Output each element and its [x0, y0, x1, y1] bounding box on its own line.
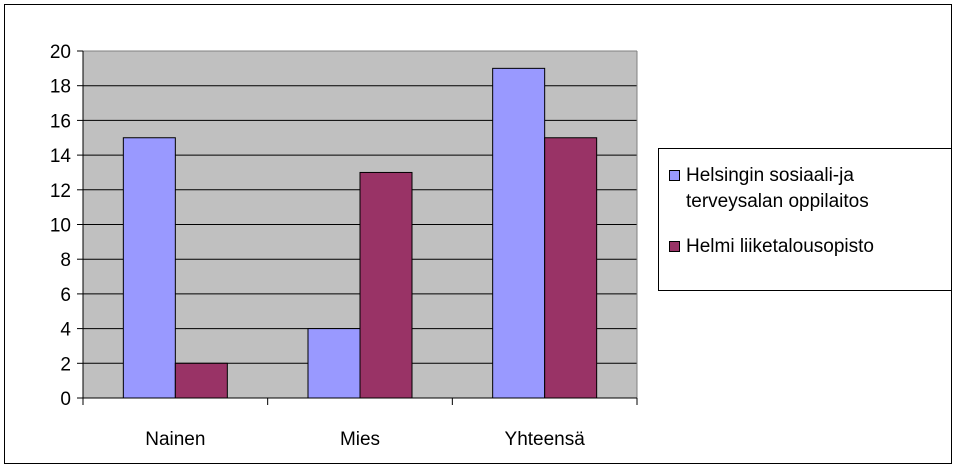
y-tick-label-2: 4 — [60, 320, 71, 341]
bar-nainen-series-2 — [174, 362, 228, 399]
y-tick-label-8: 16 — [50, 111, 71, 132]
y-tick-label-6: 12 — [50, 181, 71, 202]
bar-yhteens--series-2 — [544, 137, 598, 399]
bar-mies-series-2 — [359, 171, 413, 399]
bar-nainen-series-1 — [122, 137, 176, 399]
y-tick-label-10: 20 — [50, 42, 71, 63]
y-tick-labels: 0 2 4 6 8 10 12 14 16 18 20 — [50, 42, 72, 410]
y-tick-label-7: 14 — [50, 146, 72, 167]
x-tick-label-yhteens-: Yhteensä — [505, 429, 586, 450]
legend-label-series-1: Helsingin sosiaali-ja terveysalan oppila… — [686, 163, 869, 215]
x-tick-labels: Nainen Mies Yhteensä — [145, 429, 585, 450]
legend-label-series-2: Helmi liiketalousopisto — [686, 236, 874, 257]
bar-yhteens--series-1 — [492, 67, 546, 399]
y-tick-label-5: 10 — [50, 216, 71, 237]
y-tick-label-0: 0 — [60, 389, 71, 410]
y-tick-label-9: 18 — [50, 77, 71, 98]
y-tick-label-3: 6 — [60, 285, 71, 306]
legend-swatch-series-2 — [669, 241, 680, 252]
legend-swatch-series-1 — [669, 170, 680, 181]
x-tick-label-mies: Mies — [340, 429, 380, 450]
legend-label-series-1-line-1: Helsingin sosiaali-ja — [686, 165, 854, 186]
x-tick-label-nainen: Nainen — [145, 429, 205, 450]
y-tick-label-4: 8 — [60, 250, 71, 271]
legend-label-series-1-line-2: terveysalan oppilaitos — [686, 191, 869, 212]
legend: Helsingin sosiaali-ja terveysalan oppila… — [658, 148, 952, 291]
bar-mies-series-1 — [307, 328, 361, 399]
y-tick-label-1: 2 — [60, 354, 71, 375]
axes — [77, 50, 638, 405]
